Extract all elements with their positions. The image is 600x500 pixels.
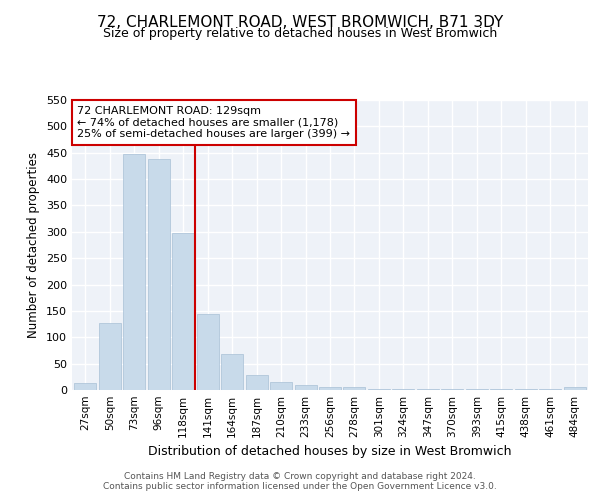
Bar — [74, 382, 97, 390]
Bar — [270, 382, 292, 390]
Text: Contains HM Land Registry data © Crown copyright and database right 2024.: Contains HM Land Registry data © Crown c… — [124, 472, 476, 481]
Text: Contains public sector information licensed under the Open Government Licence v3: Contains public sector information licen… — [103, 482, 497, 491]
X-axis label: Distribution of detached houses by size in West Bromwich: Distribution of detached houses by size … — [148, 446, 512, 458]
Text: Size of property relative to detached houses in West Bromwich: Size of property relative to detached ho… — [103, 28, 497, 40]
Y-axis label: Number of detached properties: Number of detached properties — [28, 152, 40, 338]
Bar — [221, 354, 243, 390]
Bar — [197, 314, 219, 390]
Bar — [245, 374, 268, 390]
Text: 72 CHARLEMONT ROAD: 129sqm
← 74% of detached houses are smaller (1,178)
25% of s: 72 CHARLEMONT ROAD: 129sqm ← 74% of deta… — [77, 106, 350, 139]
Bar — [319, 388, 341, 390]
Bar — [563, 387, 586, 390]
Bar — [124, 154, 145, 390]
Bar — [172, 233, 194, 390]
Bar — [148, 159, 170, 390]
Bar — [295, 386, 317, 390]
Bar — [99, 323, 121, 390]
Bar — [343, 388, 365, 390]
Text: 72, CHARLEMONT ROAD, WEST BROMWICH, B71 3DY: 72, CHARLEMONT ROAD, WEST BROMWICH, B71 … — [97, 15, 503, 30]
Bar — [368, 389, 390, 390]
